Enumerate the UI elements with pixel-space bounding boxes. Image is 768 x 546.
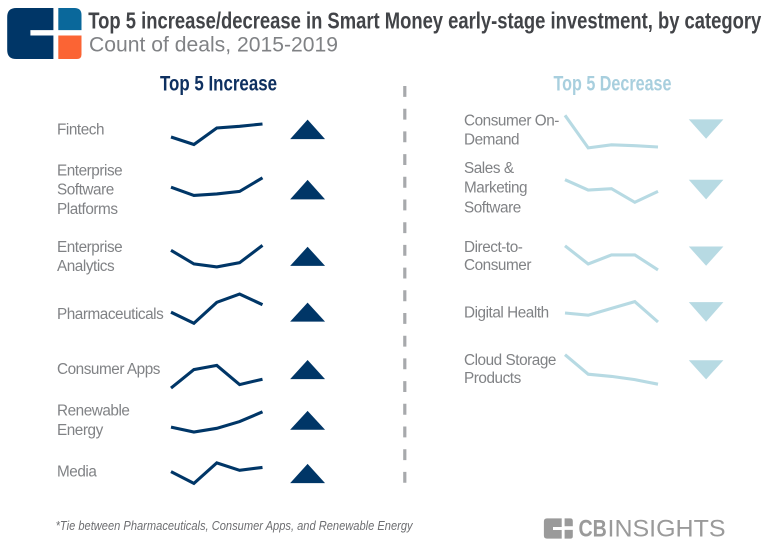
svg-text:Count of deals, 2015-2019: Count of deals, 2015-2019: [89, 33, 338, 57]
svg-text:Demand: Demand: [464, 132, 519, 149]
svg-text:Software: Software: [464, 200, 521, 217]
svg-text:Analytics: Analytics: [57, 258, 115, 275]
svg-text:Cloud Storage: Cloud Storage: [464, 352, 556, 369]
svg-text:Energy: Energy: [57, 422, 104, 439]
svg-text:Pharmaceuticals: Pharmaceuticals: [57, 306, 164, 323]
svg-text:Media: Media: [57, 464, 97, 481]
svg-text:Renewable: Renewable: [57, 403, 130, 420]
svg-text:Top 5 increase/decrease in Sma: Top 5 increase/decrease in Smart Money e…: [88, 7, 761, 33]
svg-text:Consumer: Consumer: [464, 257, 531, 274]
svg-text:Consumer Apps: Consumer Apps: [57, 361, 161, 378]
svg-text:Software: Software: [57, 182, 114, 199]
svg-text:Products: Products: [464, 370, 522, 387]
svg-text:Top 5 Decrease: Top 5 Decrease: [554, 72, 672, 95]
svg-text:Marketing: Marketing: [464, 180, 527, 197]
svg-text:Direct-to-: Direct-to-: [464, 239, 523, 256]
svg-text:Enterprise: Enterprise: [57, 163, 122, 180]
svg-text:Fintech: Fintech: [57, 122, 104, 139]
svg-text:*Tie between Pharmaceuticals,: *Tie between Pharmaceuticals, Consumer A…: [56, 518, 414, 533]
svg-text:CB: CB: [579, 515, 607, 542]
svg-text:Top 5 Increase: Top 5 Increase: [160, 72, 277, 95]
svg-text:Enterprise: Enterprise: [57, 239, 122, 256]
svg-text:Sales &: Sales &: [464, 160, 514, 177]
svg-text:INSIGHTS: INSIGHTS: [608, 515, 726, 542]
svg-text:Digital Health: Digital Health: [464, 304, 549, 321]
svg-text:Consumer On-: Consumer On-: [464, 113, 559, 130]
svg-text:Platforms: Platforms: [57, 201, 118, 218]
